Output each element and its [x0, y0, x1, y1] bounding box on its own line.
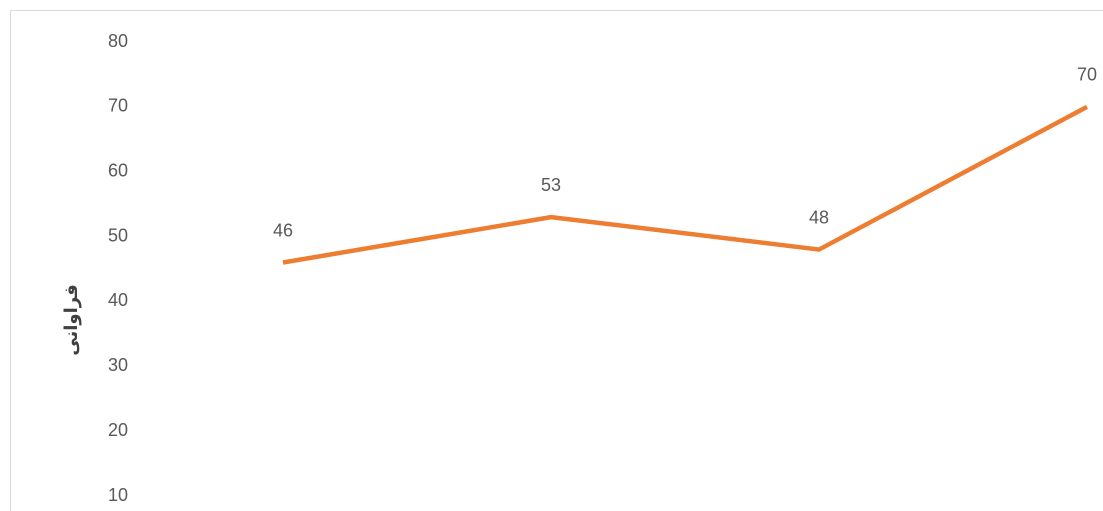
data-label: 46 [273, 220, 293, 240]
data-label: 70 [1077, 65, 1097, 85]
y-tick-label: 20 [108, 420, 128, 440]
y-tick-label: 10 [108, 485, 128, 505]
y-tick-label: 80 [108, 31, 128, 51]
data-label: 53 [541, 175, 561, 195]
y-tick-label: 30 [108, 355, 128, 375]
y-tick-label: 70 [108, 96, 128, 116]
y-tick-label: 60 [108, 160, 128, 180]
data-label: 48 [809, 207, 829, 227]
chart-frame [11, 11, 1103, 511]
chart: فراوانی 10 20 30 40 50 60 70 80 46 53 48 70 [0, 0, 1103, 511]
y-tick-label: 50 [108, 225, 128, 245]
y-tick-label: 40 [108, 290, 128, 310]
line-series [283, 107, 1087, 263]
y-axis-label: فراوانی [61, 284, 82, 355]
